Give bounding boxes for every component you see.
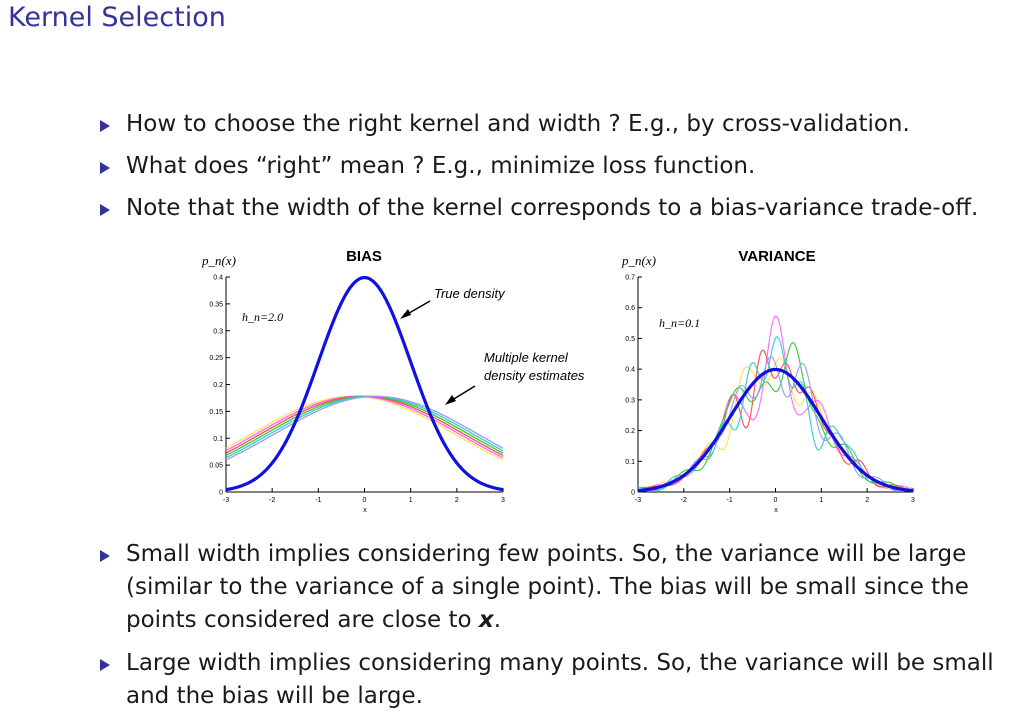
- x-tick-label: -1: [727, 497, 733, 504]
- variance-chart-xlabel: x: [774, 507, 778, 514]
- bullet-triangle-icon: [100, 120, 110, 132]
- x-tick-label: 1: [819, 497, 823, 504]
- y-tick-label: 0.25: [209, 355, 223, 362]
- y-tick-label: 0.15: [209, 409, 223, 416]
- y-tick-label: 0.2: [625, 428, 635, 435]
- y-tick-label: 0: [219, 490, 223, 497]
- x-tick-label: 3: [501, 497, 505, 504]
- x-tick-label: 3: [911, 497, 915, 504]
- x-tick-label: -3: [635, 497, 641, 504]
- y-tick-label: 0.1: [625, 459, 635, 466]
- x-tick-label: 0: [363, 497, 367, 504]
- bias-chart-xlabel: x: [363, 507, 367, 514]
- variance-chart-plot: [637, 315, 914, 493]
- bias-chart-title: BIAS: [346, 248, 382, 265]
- y-tick-label: 0.35: [209, 301, 223, 308]
- annotation-true-density: True density: [434, 286, 506, 301]
- estimate-series-line: [637, 356, 914, 492]
- y-tick-label: 0.7: [625, 275, 635, 282]
- bias-chart-axes: 0 0.05 0.1 0.15 0.2 0.25 0.3 0.35 0.4 -3 -2 -1 0 1 2 3: [209, 275, 505, 505]
- top-bullet-list: How to choose the right kernel and width…: [100, 108, 1000, 234]
- estimate-series-line: [637, 342, 913, 492]
- estimate-series-line: [637, 349, 913, 492]
- y-tick-label: 0.6: [625, 305, 635, 312]
- y-tick-label: 0.3: [625, 397, 635, 404]
- y-tick-label: 0.3: [213, 328, 223, 335]
- estimate-series-line: [225, 395, 504, 456]
- x-tick-label: -3: [223, 497, 229, 504]
- annotation-multiple-kernel: Multiple kernel: [484, 350, 569, 365]
- bias-chart-plot: [225, 275, 504, 492]
- bullet-item: Note that the width of the kernel corres…: [100, 192, 1000, 225]
- y-tick-label: 0.4: [625, 367, 635, 374]
- bullet-triangle-icon: [100, 162, 110, 174]
- bullet-item: How to choose the right kernel and width…: [100, 108, 1000, 141]
- estimate-series-line: [225, 395, 504, 456]
- slide-title: Kernel Selection: [8, 2, 226, 33]
- x-tick-label: 1: [409, 497, 413, 504]
- bullet-emphasis: x: [478, 607, 494, 633]
- estimate-series-line: [225, 395, 504, 461]
- y-tick-label: 0: [631, 490, 635, 497]
- true-density-line: [225, 275, 504, 492]
- estimate-series-line: [638, 315, 914, 492]
- bullet-item: Small width implies considering few poin…: [100, 538, 1000, 637]
- bullet-triangle-icon: [100, 550, 110, 562]
- bullet-tail: .: [493, 607, 501, 633]
- estimate-series-line: [637, 336, 913, 492]
- bullet-item: What does “right” mean ? E.g., minimize …: [100, 150, 1000, 183]
- bullet-triangle-icon: [100, 204, 110, 216]
- bullet-text: Note that the width of the kernel corres…: [126, 195, 979, 221]
- variance-chart-axes: 0 0.1 0.2 0.3 0.4 0.5 0.6 0.7 -3 -2 -1 0 1 2 3: [625, 275, 915, 505]
- bullet-triangle-icon: [100, 659, 110, 671]
- bullet-text: What does “right” mean ? E.g., minimize …: [126, 153, 756, 179]
- bullet-item: Large width implies considering many poi…: [100, 647, 1000, 713]
- bias-chart-ylabel: p_n(x): [201, 253, 236, 268]
- x-tick-label: -2: [269, 497, 275, 504]
- bullet-text: Large width implies considering many poi…: [126, 650, 994, 709]
- variance-chart-ylabel: p_n(x): [621, 253, 656, 268]
- y-tick-label: 0.4: [213, 275, 223, 282]
- bottom-bullet-list: Small width implies considering few poin…: [100, 538, 1000, 723]
- y-tick-label: 0.1: [213, 436, 223, 443]
- bullet-text: How to choose the right kernel and width…: [126, 111, 910, 137]
- annotation-bandwidth-small: h_n=0.1: [659, 316, 700, 330]
- annotation-density-estimates: density estimates: [484, 368, 585, 383]
- x-tick-label: 0: [774, 497, 778, 504]
- true-density-line: [637, 367, 914, 493]
- annotation-bandwidth-large: h_n=2.0: [242, 310, 283, 324]
- x-tick-label: -1: [315, 497, 321, 504]
- y-tick-label: 0.5: [625, 336, 635, 343]
- bullet-text: Small width implies considering few poin…: [126, 541, 969, 633]
- x-tick-label: -2: [681, 497, 687, 504]
- x-tick-label: 2: [455, 497, 459, 504]
- y-tick-label: 0.05: [209, 463, 223, 470]
- arrow-estimates-icon: [445, 385, 476, 405]
- x-tick-label: 2: [865, 497, 869, 504]
- y-tick-label: 0.2: [213, 382, 223, 389]
- arrow-true-density-icon: [400, 300, 431, 319]
- variance-chart-title: VARIANCE: [738, 248, 815, 265]
